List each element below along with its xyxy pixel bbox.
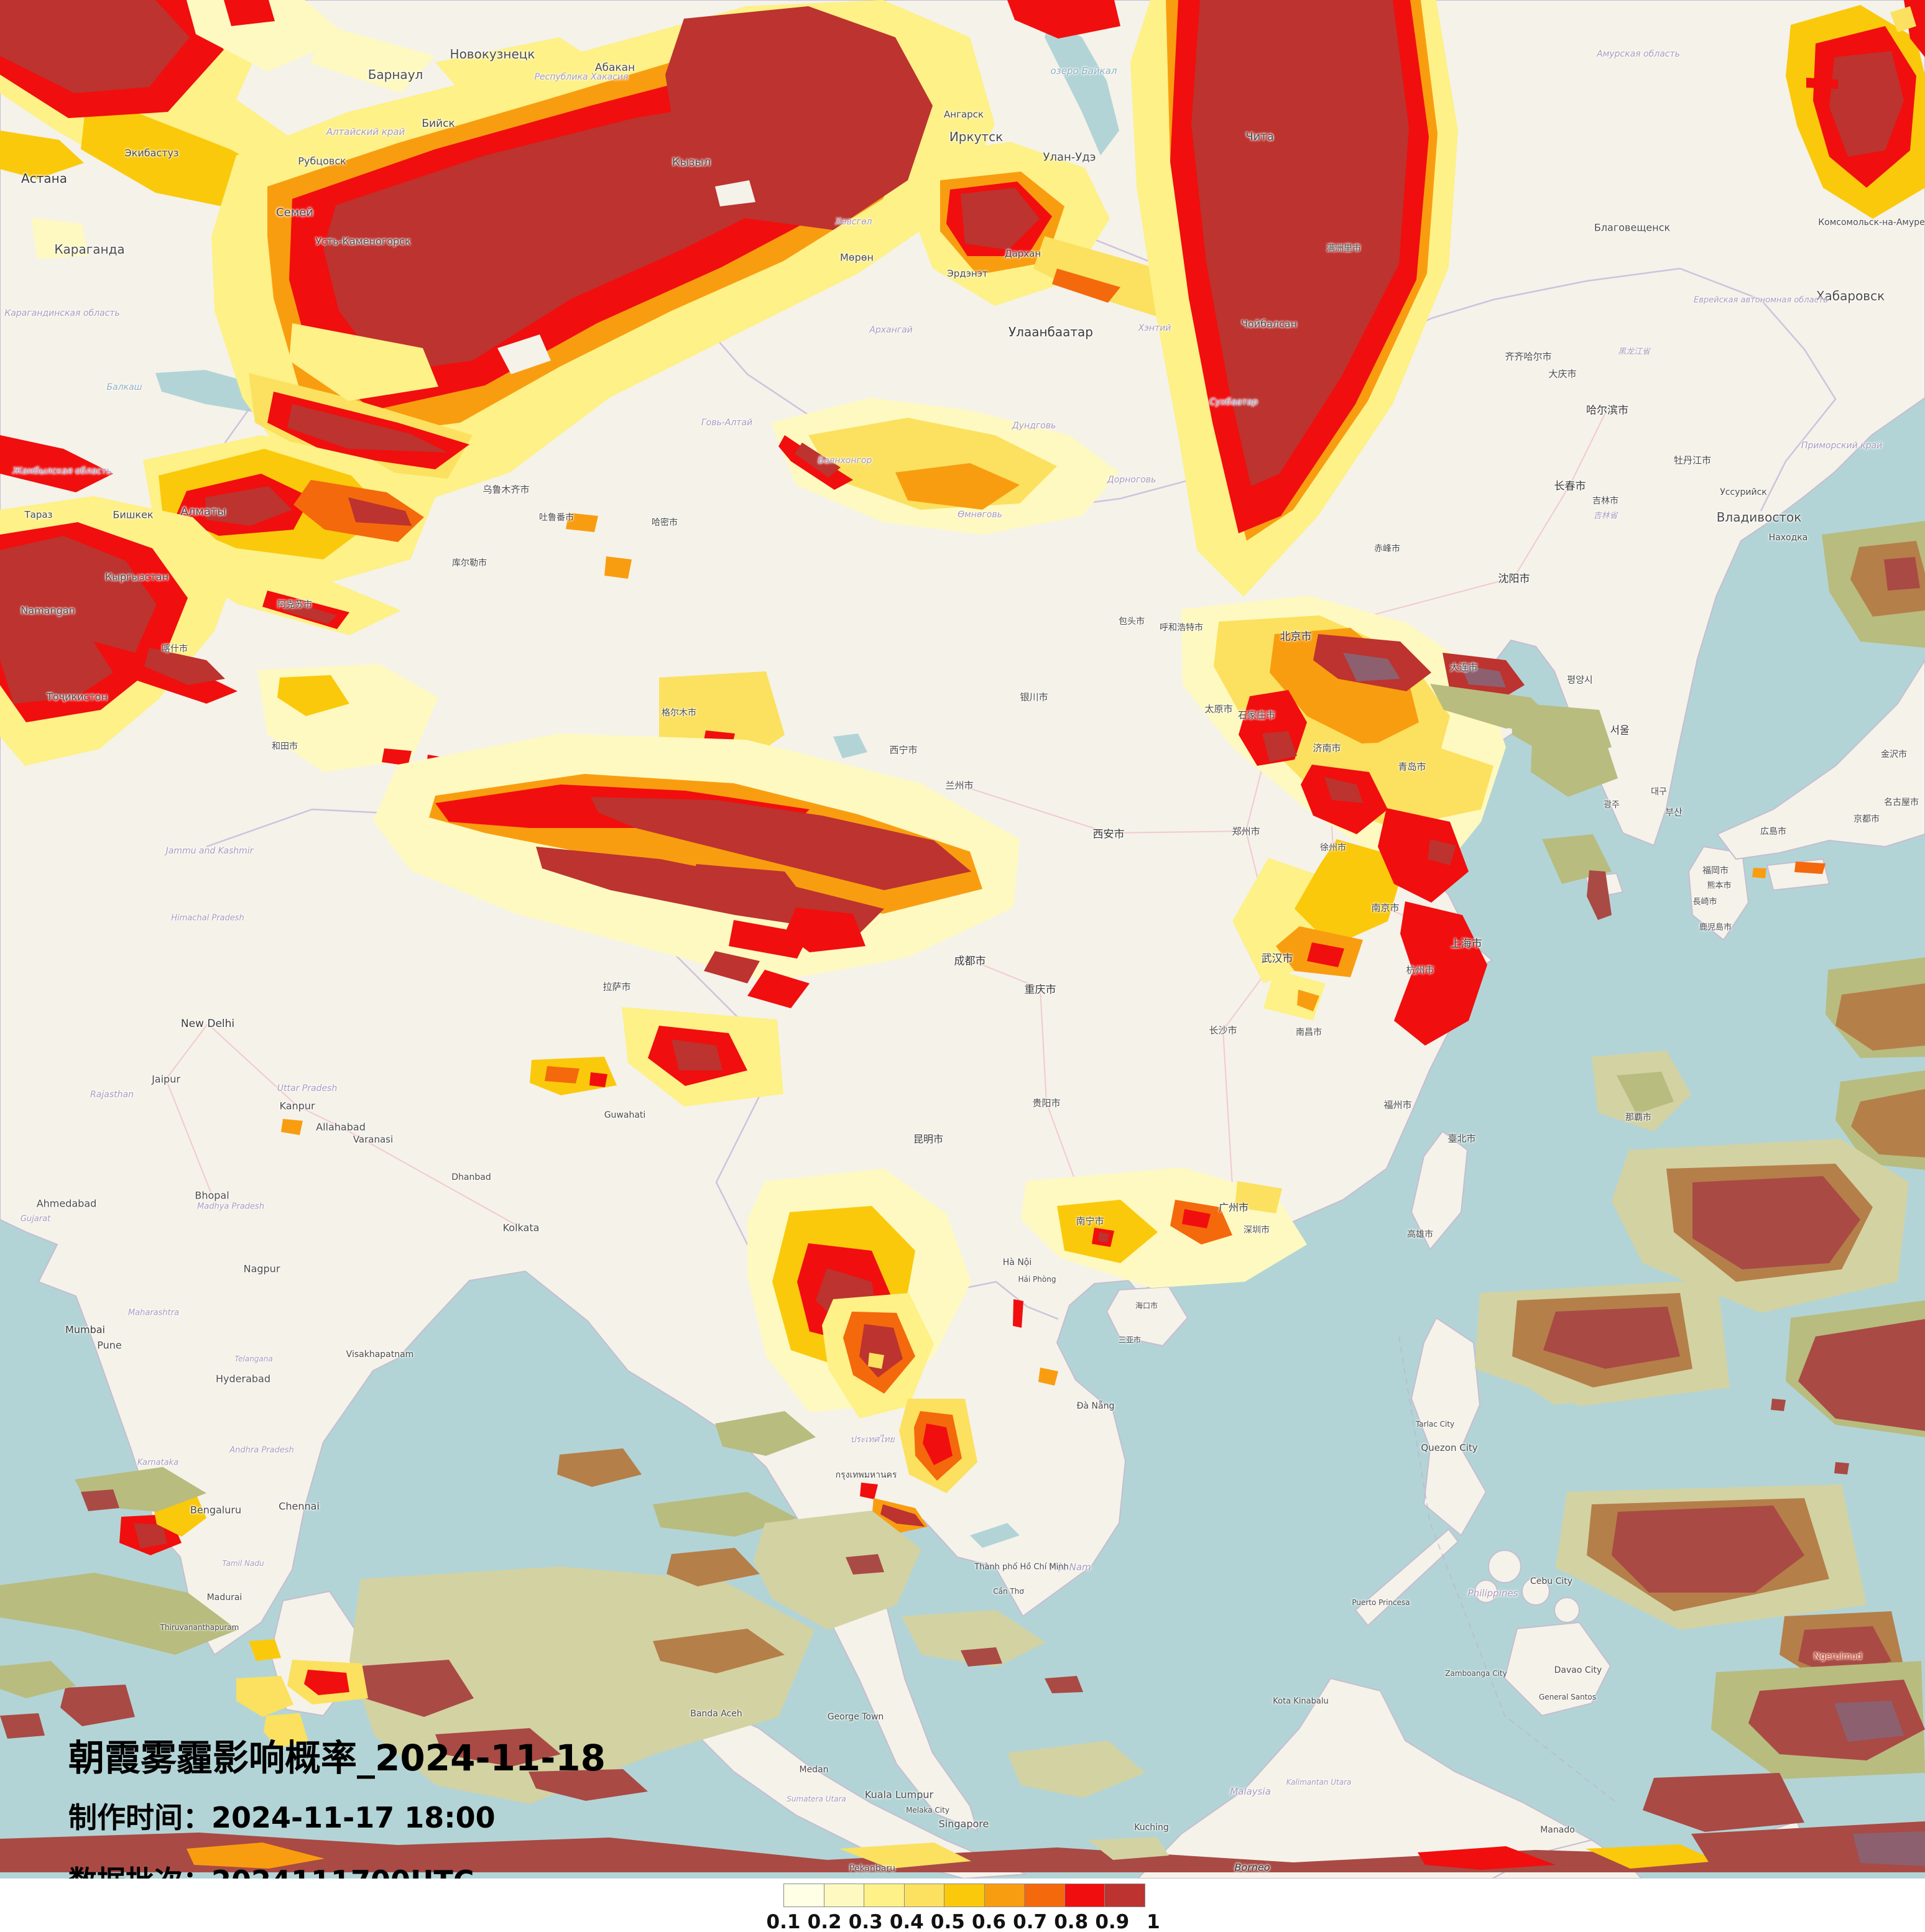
legend-value: 0.6: [972, 1911, 1006, 1932]
island-mindanao: [1503, 1621, 1612, 1717]
legend-color-box: [823, 1884, 865, 1907]
legend-color-box: [1104, 1884, 1145, 1907]
production-time-value: 2024-11-17 18:00: [211, 1801, 496, 1834]
map-title-text: 朝霞雾霾影响概率_: [68, 1737, 376, 1779]
map-title-block: 朝霞雾霾影响概率_2024-11-18 制作时间：2024-11-17 18:0…: [68, 1738, 606, 1900]
eez-line-philippines: [1398, 1336, 1617, 1803]
legend-color-box: [1024, 1884, 1065, 1907]
legend-value: 0.4: [889, 1911, 924, 1932]
island-taiwan: [1410, 1130, 1469, 1251]
legend-value: 0.9: [1095, 1911, 1130, 1932]
lake-baikal: [1045, 19, 1119, 155]
legend-value: 0.5: [930, 1911, 965, 1932]
legend-color-box: [944, 1884, 985, 1907]
island-palawan: [1354, 1528, 1459, 1627]
legend: 0.1 0.2 0.3 0.4 0.5 0.6 0.7 0.8 0.9 1: [0, 1879, 1925, 1932]
map-title: 朝霞雾霾影响概率_2024-11-18: [68, 1738, 606, 1778]
border-russia-china: [1369, 267, 1837, 512]
legend-value: 0.1: [766, 1911, 801, 1932]
legend-value: 1: [1147, 1911, 1160, 1932]
legend-color-box: [864, 1884, 905, 1907]
legend-color-box: [1064, 1884, 1106, 1907]
heat-overlay-land: [0, 0, 1925, 1748]
island-visayas: [1554, 1597, 1580, 1623]
legend-color-box: [903, 1884, 945, 1907]
legend-color-box: [984, 1884, 1025, 1907]
legend-value: 0.2: [807, 1911, 842, 1932]
island-visayas: [1488, 1550, 1521, 1583]
island-visayas: [1474, 1580, 1498, 1603]
legend-value: 0.8: [1054, 1911, 1089, 1932]
legend-color-scale: [783, 1884, 1145, 1907]
legend-value: 0.3: [848, 1911, 883, 1932]
lake-tonle-sap: [970, 1523, 1020, 1548]
production-time-line: 制作时间：2024-11-17 18:00: [68, 1795, 606, 1836]
basemap-and-heat-overlay: [0, 0, 1925, 1879]
island-luzon: [1410, 1317, 1487, 1537]
legend-value: 0.7: [1013, 1911, 1048, 1932]
legend-color-box: [783, 1884, 824, 1907]
island-visayas: [1521, 1577, 1550, 1606]
island-honshu: [1716, 659, 1925, 860]
island-sumatra: [695, 1705, 1027, 1879]
map-title-date: 2024-11-18: [375, 1737, 606, 1779]
production-time-label: 制作时间：: [68, 1801, 211, 1834]
lake-qinghai: [833, 734, 867, 758]
heat-overlay-sea: [0, 521, 1925, 1872]
